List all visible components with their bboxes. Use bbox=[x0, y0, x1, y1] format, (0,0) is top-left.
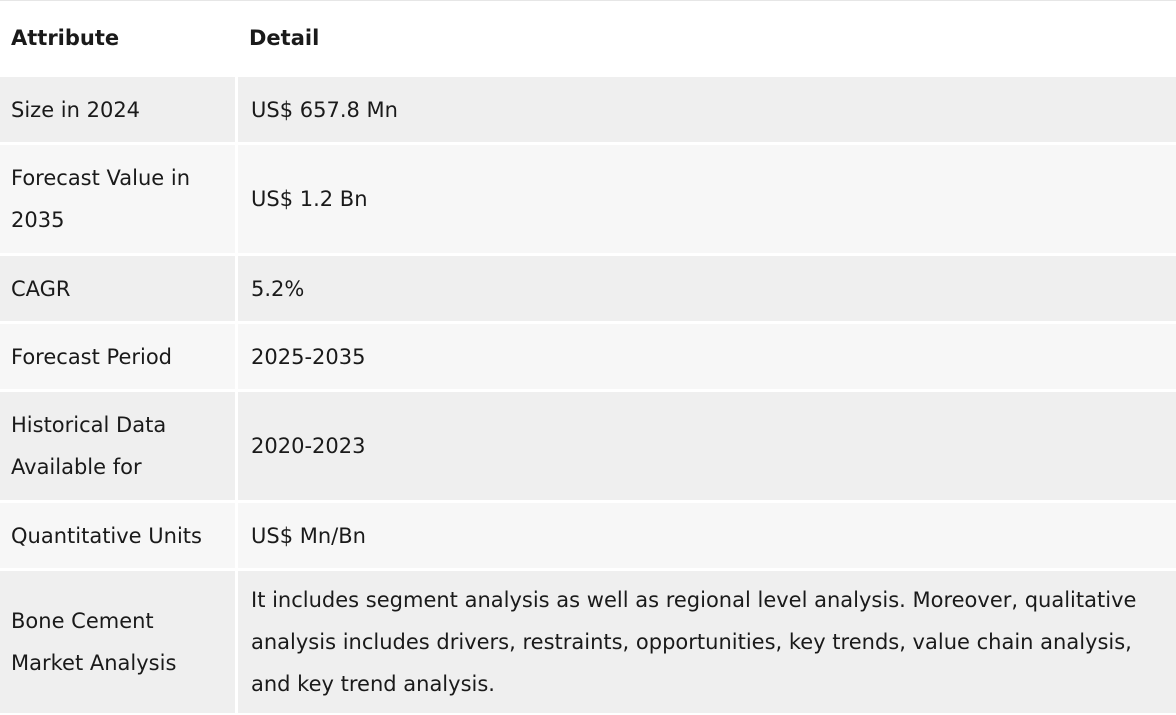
table-row: Forecast Value in 2035 US$ 1.2 Bn bbox=[0, 142, 1176, 253]
detail-cell: US$ 1.2 Bn bbox=[238, 142, 1176, 253]
detail-cell: 2020-2023 bbox=[238, 389, 1176, 500]
table-header-row: Attribute Detail bbox=[0, 0, 1176, 74]
detail-cell: US$ 657.8 Mn bbox=[238, 74, 1176, 142]
table-row: Quantitative Units US$ Mn/Bn bbox=[0, 500, 1176, 568]
attribute-cell: CAGR bbox=[0, 253, 238, 321]
detail-cell: It includes segment analysis as well as … bbox=[238, 568, 1176, 713]
table-row: Forecast Period 2025-2035 bbox=[0, 321, 1176, 389]
attribute-cell: Forecast Value in 2035 bbox=[0, 142, 238, 253]
header-detail: Detail bbox=[238, 0, 1176, 74]
table-row: Bone Cement Market Analysis It includes … bbox=[0, 568, 1176, 713]
attribute-cell: Historical Data Available for bbox=[0, 389, 238, 500]
attribute-cell: Quantitative Units bbox=[0, 500, 238, 568]
table-row: Historical Data Available for 2020-2023 bbox=[0, 389, 1176, 500]
attribute-cell: Size in 2024 bbox=[0, 74, 238, 142]
detail-cell: 5.2% bbox=[238, 253, 1176, 321]
header-attribute: Attribute bbox=[0, 0, 238, 74]
detail-cell: 2025-2035 bbox=[238, 321, 1176, 389]
table-row: CAGR 5.2% bbox=[0, 253, 1176, 321]
detail-cell: US$ Mn/Bn bbox=[238, 500, 1176, 568]
table-row: Size in 2024 US$ 657.8 Mn bbox=[0, 74, 1176, 142]
attribute-cell: Forecast Period bbox=[0, 321, 238, 389]
attribute-cell: Bone Cement Market Analysis bbox=[0, 568, 238, 713]
